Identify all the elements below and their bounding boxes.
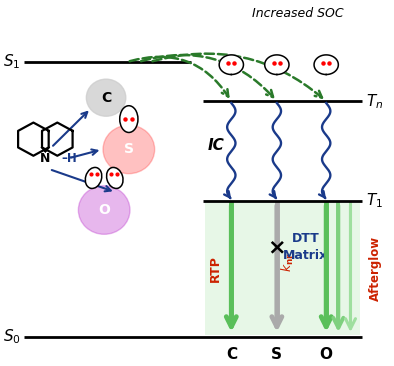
FancyArrowPatch shape <box>141 55 273 97</box>
Text: RTP: RTP <box>209 255 222 282</box>
Text: $S_1$: $S_1$ <box>3 53 20 71</box>
Ellipse shape <box>85 167 102 188</box>
Bar <box>205 203 361 335</box>
Ellipse shape <box>106 167 123 188</box>
Circle shape <box>78 186 130 234</box>
Text: IC: IC <box>208 138 225 153</box>
Text: C: C <box>226 347 237 362</box>
Text: $S_0$: $S_0$ <box>3 327 20 346</box>
Text: Increased SOC: Increased SOC <box>252 7 344 20</box>
Text: O: O <box>98 203 110 217</box>
Polygon shape <box>265 55 289 75</box>
Text: S: S <box>124 142 134 156</box>
Polygon shape <box>219 55 243 75</box>
Text: ×: × <box>268 238 286 258</box>
Text: –H: –H <box>61 152 77 165</box>
Ellipse shape <box>120 106 138 132</box>
Text: O: O <box>320 347 333 362</box>
FancyArrowPatch shape <box>152 54 322 98</box>
Text: S: S <box>271 347 282 362</box>
FancyArrowPatch shape <box>130 57 228 97</box>
Text: $k_\mathregular{nr}$: $k_\mathregular{nr}$ <box>279 252 296 272</box>
Circle shape <box>86 79 126 116</box>
Text: $T_n$: $T_n$ <box>366 92 383 111</box>
Text: C: C <box>101 91 111 105</box>
Text: DTT
Matrix: DTT Matrix <box>283 232 328 262</box>
Text: $T_1$: $T_1$ <box>366 192 383 210</box>
Circle shape <box>103 125 155 173</box>
Text: Afterglow: Afterglow <box>369 236 382 302</box>
Polygon shape <box>314 55 338 75</box>
Text: N: N <box>40 152 50 165</box>
